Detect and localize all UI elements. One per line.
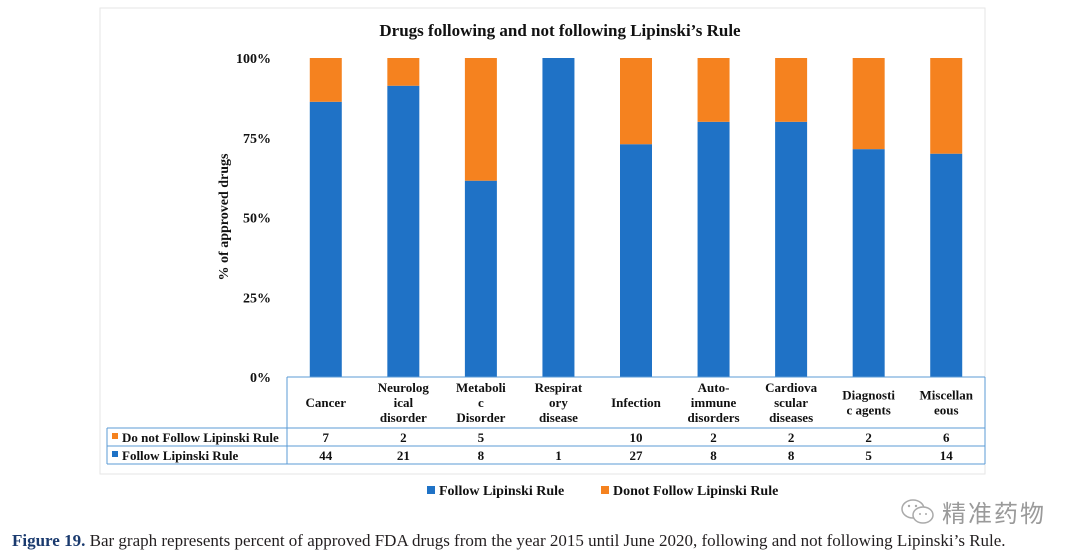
- table-value-follow: 1: [555, 448, 562, 463]
- x-tick-label: Neurolog: [378, 380, 430, 395]
- bar-not-follow: [620, 58, 652, 145]
- bar-not-follow: [930, 58, 963, 154]
- watermark: 精准药物: [900, 494, 1046, 529]
- table-value-follow: 5: [865, 448, 872, 463]
- x-tick-label: ical: [394, 395, 414, 410]
- bar-not-follow: [775, 58, 808, 122]
- bar-not-follow: [464, 58, 497, 181]
- x-tick-label: Metaboli: [456, 380, 506, 395]
- table-value-follow: 8: [710, 448, 717, 463]
- x-tick-label: Disorder: [456, 410, 505, 425]
- table-value-follow: 21: [397, 448, 410, 463]
- stacked-bar-chart: Drugs following and not following Lipins…: [99, 7, 986, 499]
- y-axis-label: % of approved drugs: [217, 153, 232, 280]
- chart-title: Drugs following and not following Lipins…: [379, 21, 741, 40]
- bar-follow: [464, 180, 497, 377]
- table-value-not-follow: 10: [630, 430, 643, 445]
- x-tick-label: Respirat: [535, 380, 583, 395]
- bar-not-follow: [387, 58, 420, 86]
- table-value-not-follow: 2: [788, 430, 795, 445]
- legend-key-not-follow: [112, 433, 118, 439]
- x-tick-label: c: [478, 395, 484, 410]
- x-tick-label: eous: [934, 403, 959, 418]
- bar-not-follow: [697, 58, 730, 122]
- bar-not-follow: [852, 58, 885, 150]
- table-value-not-follow: 6: [943, 430, 950, 445]
- x-tick-label: Miscellan: [920, 388, 974, 403]
- x-tick-label: immune: [691, 395, 737, 410]
- caption-label: Figure 19.: [12, 531, 86, 550]
- table-value-follow: 8: [478, 448, 485, 463]
- caption-text: Bar graph represents percent of approved…: [85, 531, 1006, 550]
- y-tick-label: 25%: [243, 291, 271, 306]
- bar-follow: [852, 149, 885, 377]
- bar-follow: [620, 144, 652, 377]
- x-tick-label: Auto-: [698, 380, 730, 395]
- table-value-not-follow: 5: [478, 430, 485, 445]
- bar-follow: [930, 153, 963, 377]
- table-row-label-follow: Follow Lipinski Rule: [122, 448, 239, 463]
- x-tick-label: diseases: [769, 410, 813, 425]
- table-value-not-follow: 7: [323, 430, 330, 445]
- x-tick-label: Infection: [611, 395, 662, 410]
- table-value-follow: 44: [319, 448, 333, 463]
- table-value-not-follow: 2: [400, 430, 407, 445]
- y-tick-label: 0%: [250, 371, 271, 386]
- legend-swatch-follow: [427, 486, 435, 494]
- table-value-follow: 14: [940, 448, 954, 463]
- chart-frame: [99, 7, 986, 475]
- legend-label-not-follow: Donot Follow Lipinski Rule: [613, 484, 778, 499]
- x-tick-label: ory: [549, 395, 568, 410]
- legend-label-follow: Follow Lipinski Rule: [439, 484, 564, 499]
- y-tick-label: 50%: [243, 212, 271, 227]
- bar-follow: [309, 101, 342, 378]
- y-tick-label: 100%: [236, 52, 271, 67]
- x-tick-label: disease: [539, 410, 578, 425]
- wechat-icon: [901, 498, 934, 524]
- x-tick-label: c agents: [846, 403, 890, 418]
- bar-not-follow: [309, 58, 342, 102]
- bar-follow: [697, 121, 730, 377]
- table-value-not-follow: 2: [865, 430, 872, 445]
- bar-follow: [775, 121, 808, 377]
- x-tick-label: scular: [774, 395, 808, 410]
- x-tick-label: disorders: [688, 410, 740, 425]
- figure-caption: Figure 19. Bar graph represents percent …: [12, 531, 1006, 551]
- table-value-follow: 8: [788, 448, 795, 463]
- bar-follow: [542, 58, 575, 377]
- x-tick-label: Cancer: [306, 395, 347, 410]
- watermark-text: 精准药物: [942, 500, 1046, 528]
- table-row-label-not-follow: Do not Follow Lipinski Rule: [122, 430, 279, 445]
- table-value-follow: 27: [630, 448, 644, 463]
- table-value-not-follow: 2: [710, 430, 717, 445]
- x-tick-label: Diagnosti: [842, 388, 895, 403]
- x-tick-label: disorder: [380, 410, 427, 425]
- bar-follow: [387, 85, 420, 377]
- legend-key-follow: [112, 451, 118, 457]
- legend-swatch-not-follow: [601, 486, 609, 494]
- x-tick-label: Cardiova: [765, 380, 818, 395]
- y-tick-label: 75%: [243, 132, 271, 147]
